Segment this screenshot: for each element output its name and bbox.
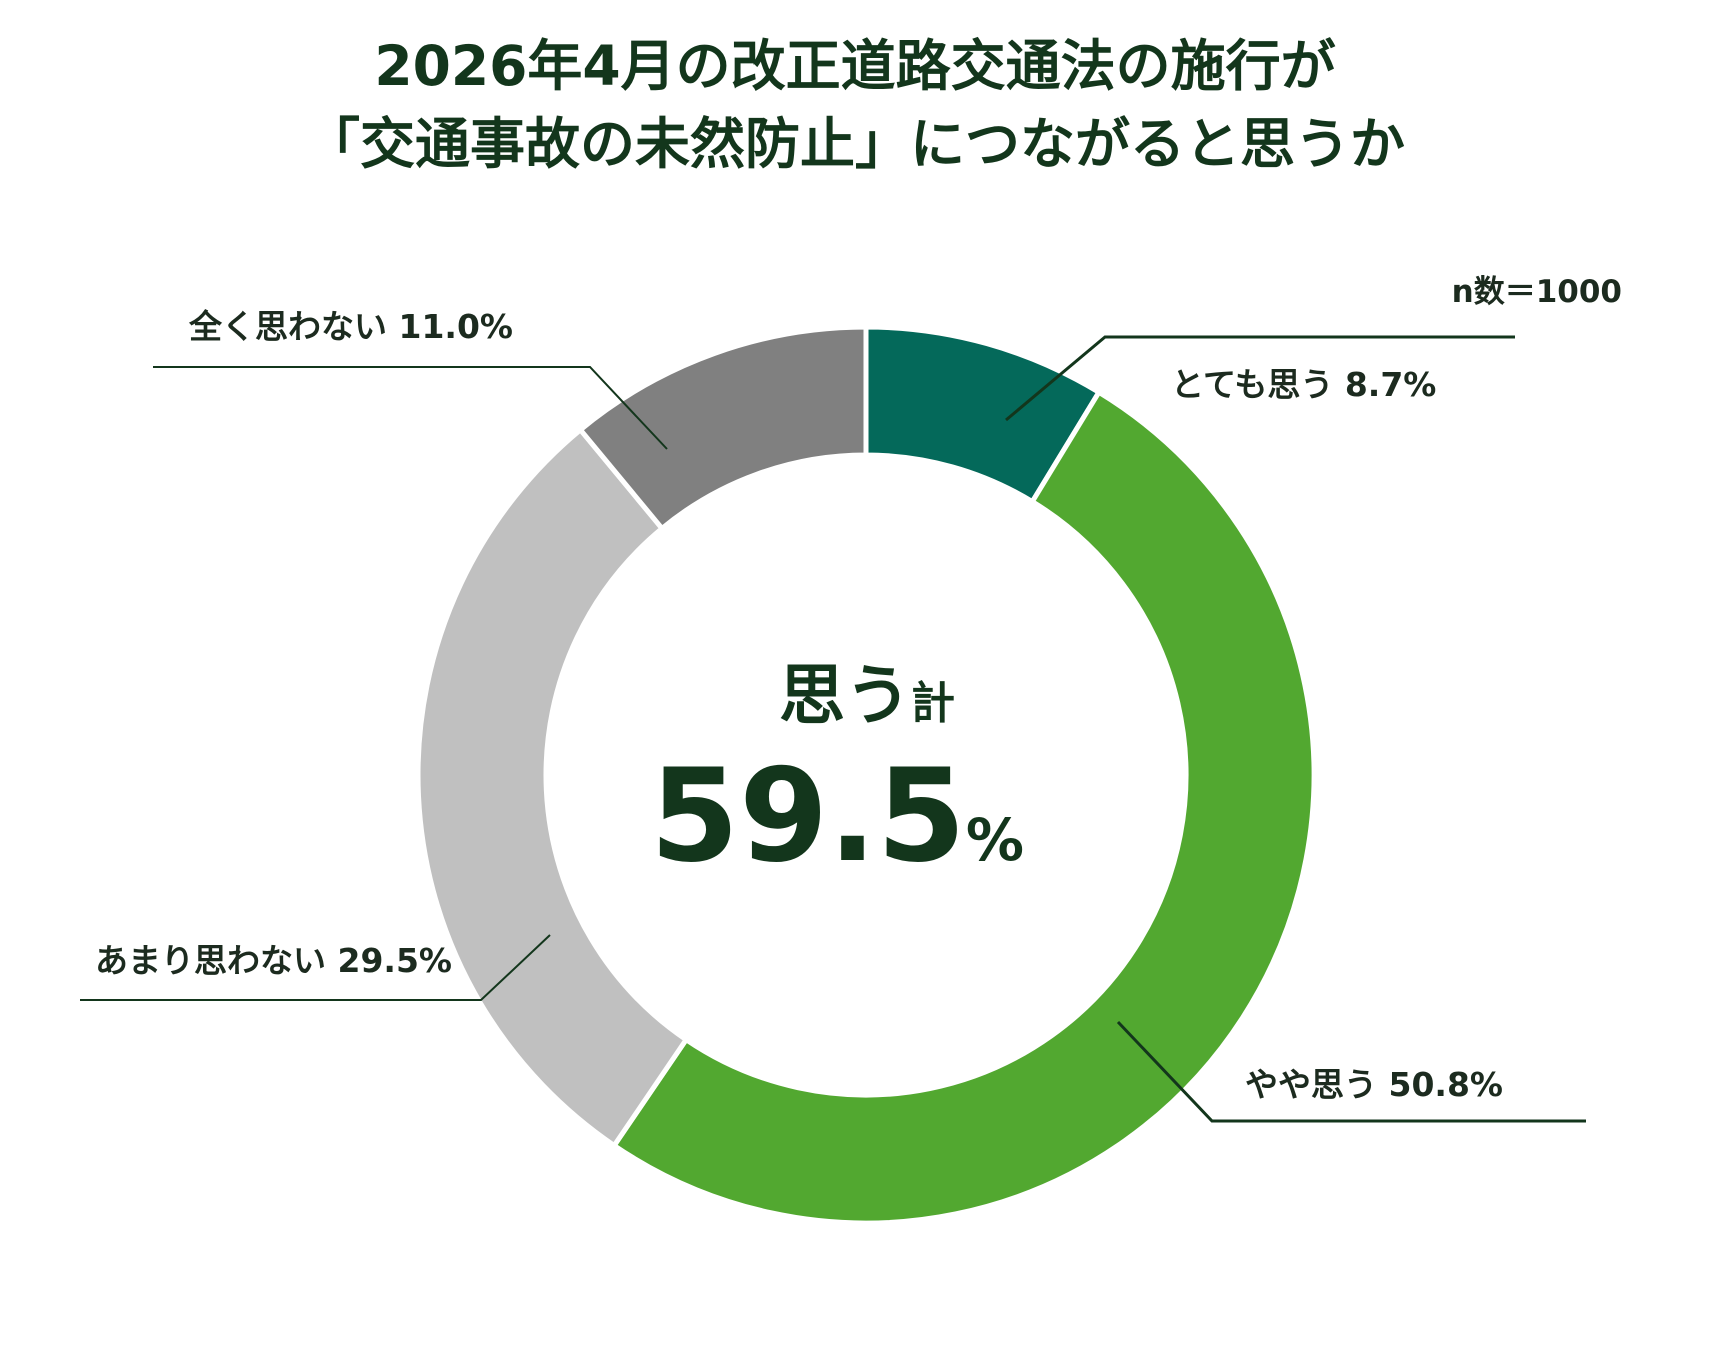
chart-title-line-1: 2026年4月の改正道路交通法の施行が	[374, 34, 1335, 98]
center-summary-label: 思う計	[779, 657, 955, 734]
center-label-suffix: 計	[911, 678, 955, 729]
label-amari-omowanai: あまり思わない 29.5%	[95, 941, 452, 980]
slice-mattaku-omowanai	[576, 324, 869, 532]
leader-line-mattaku-omowanai	[153, 366, 668, 450]
slice-yaya-omou	[610, 388, 1317, 1226]
leader-lines	[80, 335, 1586, 1123]
center-summary-value: 59.5%	[650, 742, 1024, 891]
slice-amari-omowanai	[415, 426, 690, 1150]
leader-line-yaya-omou	[1116, 1020, 1586, 1123]
label-yaya-omou: やや思う 50.8%	[1245, 1065, 1503, 1104]
leader-line-totemo-omou	[1005, 335, 1515, 422]
chart-title-line-2: 「交通事故の未然防止」につながると思うか	[305, 112, 1405, 176]
sample-size-note: n数＝1000	[1452, 274, 1622, 310]
center-value-number: 59.5	[650, 742, 966, 891]
label-totemo-omou: とても思う 8.7%	[1171, 365, 1436, 404]
donut-slices	[415, 324, 1317, 1226]
center-value-unit: %	[966, 806, 1024, 874]
label-mattaku-omowanai: 全く思わない 11.0%	[188, 307, 513, 346]
center-label-main: 思う	[779, 657, 911, 734]
leader-line-amari-omowanai	[80, 934, 551, 1001]
